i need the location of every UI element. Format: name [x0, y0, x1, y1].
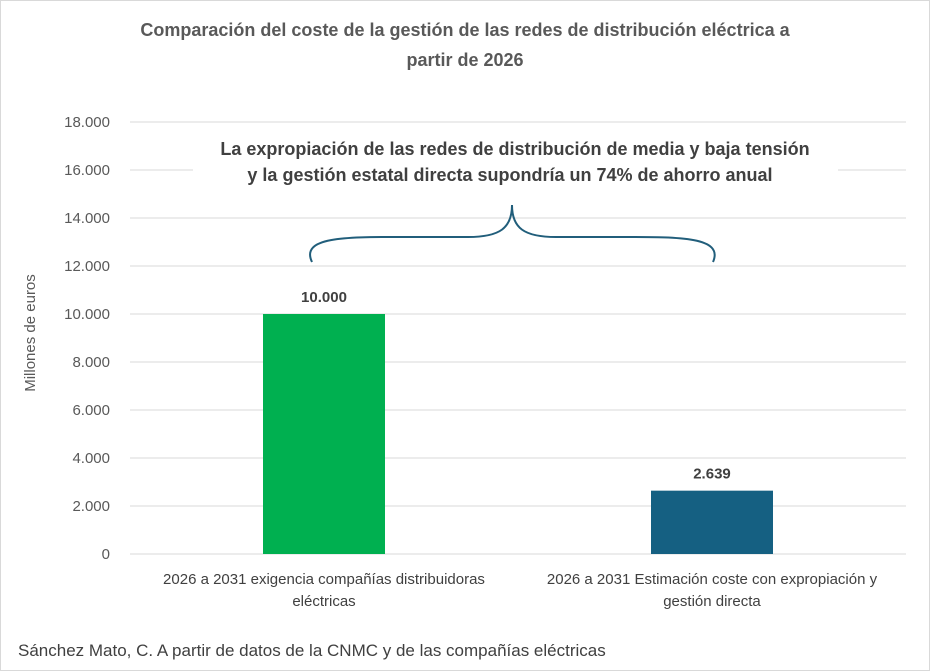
bar-data-label: 2.639: [693, 466, 731, 483]
chart-title-line-1: Comparación del coste de la gestión de l…: [140, 20, 790, 40]
y-tick-label: 0: [102, 546, 110, 563]
data-labels: 10.000 2.639: [301, 289, 731, 483]
bars: [263, 314, 773, 554]
y-tick-label: 4.000: [72, 450, 110, 467]
x-category-label: gestión directa: [663, 593, 761, 610]
x-category-label: 2026 a 2031 Estimación coste con expropi…: [547, 571, 878, 588]
y-axis-label: Millones de euros: [22, 274, 39, 392]
annotation-backdrop: [193, 128, 838, 188]
annotation-line-1: La expropiación de las redes de distribu…: [220, 139, 809, 159]
y-tick-label: 16.000: [64, 162, 110, 179]
y-tick-label: 10.000: [64, 306, 110, 323]
x-category-label: eléctricas: [292, 593, 355, 610]
y-tick-label: 6.000: [72, 402, 110, 419]
annotation-line-2: y la gestión estatal directa supondría u…: [247, 165, 772, 185]
chart-title-line-2: partir de 2026: [406, 50, 523, 70]
source-note: Sánchez Mato, C. A partir de datos de la…: [18, 641, 606, 660]
y-tick-label: 18.000: [64, 114, 110, 131]
y-tick-label: 8.000: [72, 354, 110, 371]
bar: [263, 314, 385, 554]
y-axis-tick-labels: 0 2.000 4.000 6.000 8.000 10.000 12.000 14.000 1…: [64, 114, 110, 563]
bar: [651, 490, 773, 554]
y-tick-label: 12.000: [64, 258, 110, 275]
bar-data-label: 10.000: [301, 289, 347, 306]
y-tick-label: 14.000: [64, 210, 110, 227]
curly-brace: [309, 204, 716, 263]
x-category-label: 2026 a 2031 exigencia compañías distribu…: [163, 571, 485, 588]
x-axis-category-labels: 2026 a 2031 exigencia compañías distribu…: [163, 571, 878, 610]
y-tick-label: 2.000: [72, 498, 110, 515]
